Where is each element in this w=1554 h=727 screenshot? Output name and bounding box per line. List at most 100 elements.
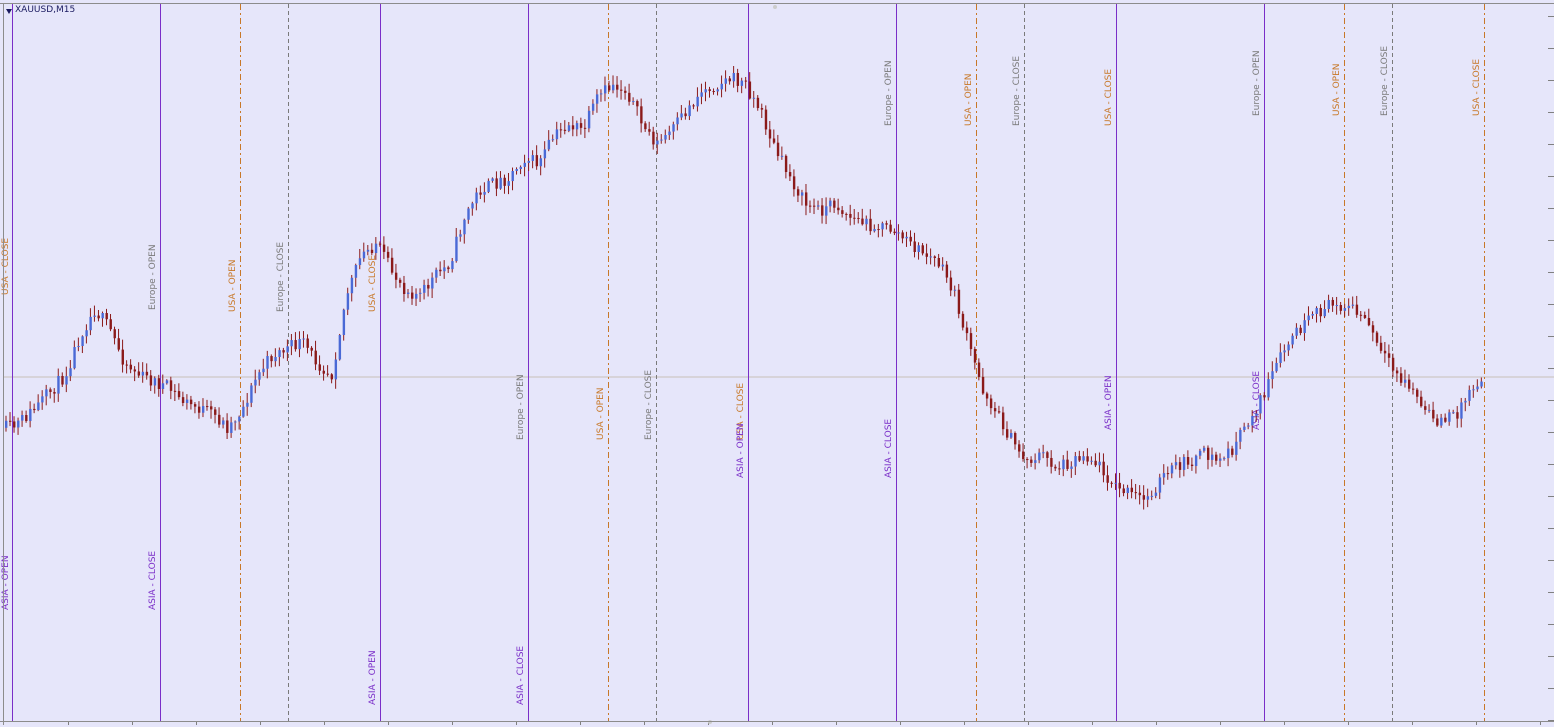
candle-bear (398, 279, 402, 283)
candle-bear (49, 389, 52, 392)
candle-bull (676, 117, 679, 125)
candle-bull (917, 245, 920, 252)
candle-bull (73, 347, 76, 369)
candle-bear (1231, 448, 1234, 455)
candle-bear (1436, 418, 1439, 426)
candle-bear (137, 371, 141, 376)
candle-bull (873, 229, 876, 232)
candle-bear (1359, 314, 1363, 316)
candle-bear (957, 289, 961, 314)
candle-bear (833, 200, 836, 208)
candle-bull (1098, 461, 1101, 466)
candle-bear (1367, 317, 1371, 326)
candle-bull (17, 420, 20, 428)
candle-bull (435, 269, 438, 278)
candle-bear (402, 282, 406, 295)
candle-bull (905, 236, 908, 239)
candle-bear (1331, 299, 1334, 306)
session-label: USA - CLOSE (368, 255, 378, 312)
candle-bear (193, 404, 197, 407)
session-label: ASIA - OPEN (1104, 375, 1114, 430)
candle-bear (129, 364, 133, 370)
session-label: Europe - OPEN (884, 60, 894, 126)
candle-bull (660, 139, 663, 141)
candle-bear (624, 90, 627, 93)
candle-bull (523, 162, 526, 167)
candle-bear (788, 172, 792, 177)
candle-bull (672, 124, 675, 132)
candle-bull (1351, 304, 1355, 306)
candle-bear (861, 218, 864, 225)
candle-bull (531, 155, 535, 161)
candle-bear (1142, 495, 1146, 500)
candle-bear (113, 329, 116, 339)
candle-bear (1190, 464, 1194, 467)
candle-bull (595, 94, 599, 104)
candle-bear (1424, 406, 1427, 410)
candle-bear (1130, 487, 1133, 493)
candle-bull (1202, 447, 1206, 451)
candle-bear (1299, 327, 1302, 334)
candle-bull (1219, 458, 1222, 461)
candle-bear (853, 217, 856, 219)
candle-bear (1186, 457, 1190, 465)
candle-bear (1058, 468, 1061, 470)
candle-bull (1448, 412, 1451, 422)
symbol-label: XAUUSD,M15 (15, 5, 76, 15)
candle-bull (346, 293, 350, 310)
candle-bear (1102, 461, 1105, 476)
session-label: ASIA - CLOSE (148, 551, 158, 610)
candle-bear (1387, 353, 1391, 358)
candle-bull (354, 265, 358, 278)
dropdown-arrow-icon[interactable] (6, 8, 12, 14)
candle-bull (165, 380, 169, 384)
candle-bear (149, 375, 153, 386)
candle-bull (101, 313, 104, 319)
candle-bear (411, 292, 414, 299)
candle-bear (563, 129, 567, 131)
candle-bear (792, 176, 796, 190)
candle-bear (1379, 342, 1383, 351)
candle-bull (407, 292, 410, 295)
candle-bear (1420, 396, 1423, 407)
candle-bull (1038, 452, 1041, 461)
candle-bear (314, 350, 317, 365)
candle-bull (45, 389, 48, 397)
candle-bear (1078, 456, 1081, 461)
candle-bear (1110, 482, 1113, 484)
candle-bull (185, 399, 189, 403)
candle-bull (1468, 389, 1471, 401)
candle-bear (1456, 412, 1459, 419)
candle-bear (736, 72, 740, 86)
candle-bear (1371, 325, 1375, 333)
candle-bull (21, 415, 24, 421)
candle-bear (776, 142, 780, 157)
candle-bear (993, 408, 997, 412)
candle-bull (1154, 492, 1158, 496)
candle-bear (322, 370, 325, 374)
candle-bear (768, 129, 772, 139)
candle-bull (680, 113, 683, 118)
candle-bear (849, 213, 852, 218)
candle-bear (1094, 460, 1097, 466)
chart-title[interactable]: XAUUSD,M15 (6, 5, 75, 16)
candle-bear (869, 218, 872, 232)
candle-bull (1476, 386, 1479, 390)
candle-bull (1227, 448, 1230, 459)
candle-bull (515, 169, 518, 171)
candle-bear (97, 315, 100, 319)
candle-bull (366, 249, 370, 252)
candle-bull (222, 420, 225, 425)
candle-bull (1243, 426, 1246, 430)
candle-bull (81, 336, 84, 347)
candle-bear (965, 327, 969, 334)
candle-bear (197, 406, 201, 413)
candle-bear (969, 333, 973, 350)
candle-bull (242, 406, 245, 417)
candle-bear (1022, 451, 1025, 460)
candle-bear (206, 406, 209, 408)
candle-bull (1295, 327, 1298, 336)
candle-bull (1074, 456, 1077, 467)
